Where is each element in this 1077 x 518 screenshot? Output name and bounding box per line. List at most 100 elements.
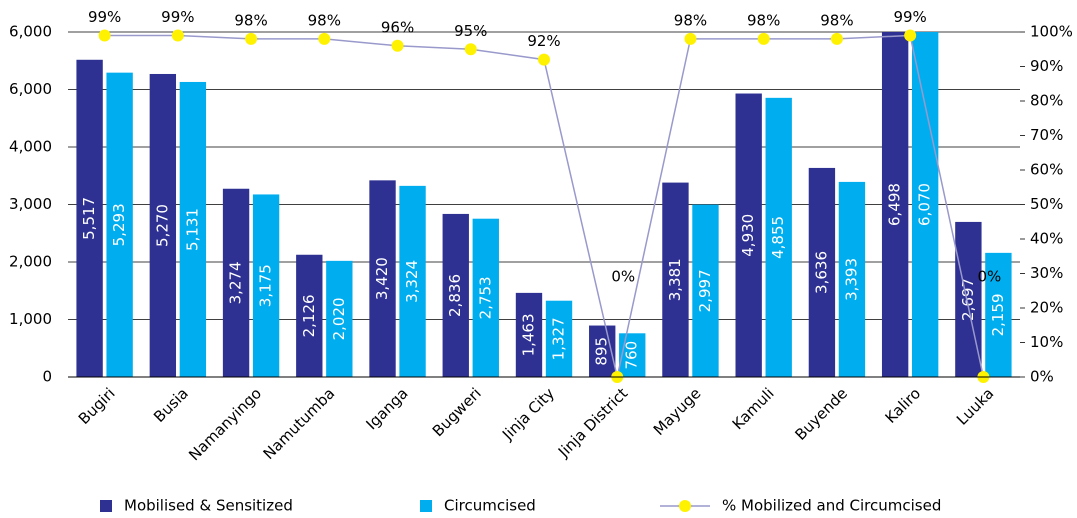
line-value-label: 98% — [674, 11, 707, 29]
bar-value-label: 5,131 — [183, 208, 201, 251]
bar — [326, 260, 353, 377]
bar — [545, 300, 573, 377]
bar-value-label: 3,636 — [812, 251, 830, 294]
x-tick-label: Namutumba — [260, 384, 339, 463]
y-tick-label: 6,000 — [9, 80, 52, 98]
line-marker — [757, 32, 770, 45]
line-marker — [538, 53, 550, 66]
legend-label: Circumcised — [444, 497, 536, 515]
line-value-label: 92% — [527, 32, 560, 50]
bar-value-label: 5,270 — [153, 204, 171, 247]
x-tick-label: Luuka — [953, 384, 997, 428]
x-tick-label: Mayuge — [650, 384, 705, 439]
y-tick-label: 3,000 — [9, 195, 52, 213]
bar-value-label: 2,020 — [330, 297, 348, 340]
y2-tick-label: 100% — [1030, 23, 1073, 41]
bar-value-label: 2,836 — [446, 274, 464, 317]
y2-tick-label: 50% — [1030, 195, 1063, 213]
bar — [222, 188, 250, 377]
legend-marker — [679, 500, 691, 512]
line-marker — [318, 32, 331, 45]
y2-tick-label: 0% — [1030, 368, 1054, 386]
bar-value-label: 3,274 — [227, 261, 245, 304]
bar — [296, 254, 323, 377]
bar — [149, 73, 177, 377]
y2-tick-label: 70% — [1030, 126, 1063, 144]
bar-value-label: 3,175 — [257, 264, 275, 307]
bar-value-label: 3,381 — [666, 258, 684, 301]
y-tick-label: 1,000 — [9, 310, 52, 328]
bar — [765, 97, 792, 378]
bar-value-label: 3,420 — [373, 257, 391, 300]
bar-value-label: 3,393 — [842, 258, 860, 301]
bar — [179, 81, 207, 377]
bar — [619, 333, 646, 377]
line-marker — [391, 39, 404, 52]
line-value-label: 99% — [893, 8, 926, 26]
bar — [472, 218, 499, 377]
y2-tick-label: 90% — [1030, 57, 1063, 75]
line-value-label: 98% — [747, 11, 780, 29]
y-tick-label: 2,000 — [9, 253, 52, 271]
line-value-label: 95% — [454, 22, 487, 40]
bar — [515, 292, 543, 377]
bar-value-label: 5,293 — [110, 203, 128, 246]
y2-tick-label: 60% — [1030, 161, 1063, 179]
line-value-label: 98% — [308, 11, 341, 29]
bar — [369, 180, 396, 377]
bar-value-label: 2,697 — [959, 278, 977, 321]
bar — [808, 167, 836, 377]
y2-tick-label: 40% — [1030, 230, 1063, 248]
line-value-label: 98% — [820, 11, 853, 29]
y-tick-label: 6,000 — [9, 23, 52, 41]
bar-value-label: 4,855 — [769, 216, 787, 259]
y2-tick-label: 30% — [1030, 264, 1063, 282]
bar-value-label: 3,324 — [403, 260, 421, 303]
bar — [442, 213, 469, 377]
line-value-label: 0% — [977, 268, 1001, 286]
x-tick-label: Bugweri — [429, 384, 485, 440]
bar-value-label: 1,463 — [519, 313, 537, 356]
line-marker — [684, 32, 697, 45]
bar — [735, 93, 762, 378]
line-value-label: 0% — [611, 268, 635, 286]
plot-area — [76, 32, 1012, 378]
x-tick-label: Bugiri — [75, 384, 119, 428]
line-marker — [830, 32, 843, 45]
bar — [985, 252, 1012, 377]
x-tick-label: Buyende — [791, 384, 851, 444]
legend-swatch — [100, 500, 112, 512]
y2-tick-label: 10% — [1030, 333, 1063, 351]
bar-value-label: 5,517 — [80, 197, 98, 240]
bar — [399, 185, 426, 377]
bar-value-label: 760 — [623, 341, 641, 370]
line-marker — [98, 29, 111, 42]
line-marker — [464, 43, 477, 56]
bar-value-label: 4,930 — [739, 214, 757, 257]
x-tick-label: Busia — [150, 384, 192, 426]
legend-label: % Mobilized and Circumcised — [722, 497, 941, 515]
bar-value-label: 2,753 — [476, 276, 494, 319]
bar — [911, 32, 939, 377]
legend-swatch — [420, 500, 432, 512]
bar-value-label: 6,498 — [886, 183, 904, 226]
line-value-label: 99% — [161, 8, 194, 26]
line-value-label: 96% — [381, 18, 414, 36]
bar — [838, 181, 866, 377]
bar-value-label: 2,126 — [300, 294, 318, 337]
bar — [662, 182, 689, 377]
y2-tick-label: 80% — [1030, 92, 1063, 110]
bar — [76, 59, 103, 378]
x-tick-label: Namanyingo — [185, 384, 265, 464]
bar-value-label: 6,070 — [916, 183, 934, 226]
line-value-label: 99% — [88, 8, 121, 26]
x-tick-label: Kamuli — [729, 384, 778, 433]
line-marker — [904, 29, 917, 42]
bar — [692, 204, 719, 377]
legend-label: Mobilised & Sensitized — [124, 497, 293, 515]
bar — [881, 32, 909, 378]
x-tick-label: Jinja District — [554, 384, 631, 461]
y2-tick-label: 20% — [1030, 299, 1063, 317]
bar-value-label: 2,159 — [989, 293, 1007, 336]
